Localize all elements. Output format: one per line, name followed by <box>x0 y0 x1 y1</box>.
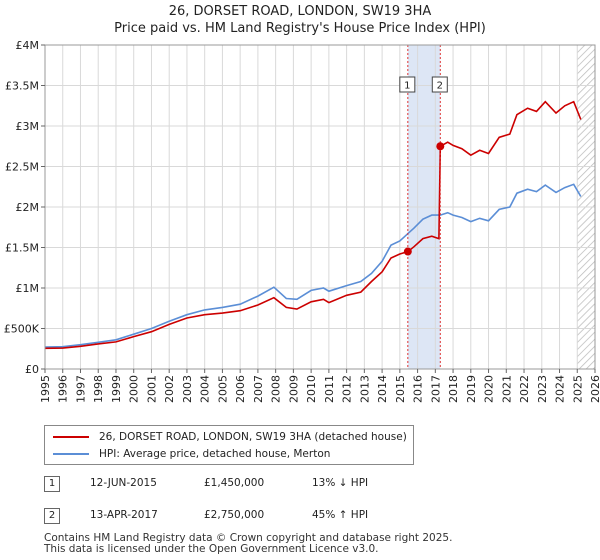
price-chart: 1 2 £0 £500K £1M £1.5M £2M £2.5M £3M £3.5M £4M 199… <box>0 0 600 420</box>
x-tick-label: 2000 <box>128 375 141 403</box>
y-tick-label: £3M <box>16 120 40 133</box>
legend-swatch-hpi <box>53 453 89 455</box>
transaction-hpi: 45% ↑ HPI <box>312 509 368 521</box>
x-tick-label: 2026 <box>589 375 600 403</box>
x-tick-label: 2014 <box>376 375 389 403</box>
sale-point <box>404 248 412 256</box>
transaction-badge: 2 <box>44 508 60 524</box>
x-tick-label: 2016 <box>412 375 425 403</box>
x-tick-label: 2023 <box>536 375 549 403</box>
legend-label-property: 26, DORSET ROAD, LONDON, SW19 3HA (detac… <box>99 431 407 443</box>
x-tick-label: 1995 <box>39 375 52 403</box>
x-tick-label: 2005 <box>216 375 229 403</box>
x-tick-label: 1999 <box>110 375 123 403</box>
series-line-property <box>45 102 581 349</box>
x-tick-label: 1996 <box>57 375 70 403</box>
legend-label-hpi: HPI: Average price, detached house, Mert… <box>99 448 330 460</box>
y-tick-label: £4M <box>16 39 40 52</box>
x-tick-label: 2002 <box>163 375 176 403</box>
x-tick-label: 2009 <box>287 375 300 403</box>
x-tick-label: 2017 <box>429 375 442 403</box>
series-line-hpi <box>45 184 581 347</box>
transaction-price: £1,450,000 <box>204 477 264 489</box>
transaction-date: 12-JUN-2015 <box>90 477 157 489</box>
transaction-row: 2 13-APR-2017 £2,750,000 45% ↑ HPI <box>44 508 444 526</box>
x-tick-label: 2018 <box>447 375 460 403</box>
x-tick-label: 2015 <box>394 375 407 403</box>
legend-item-property: 26, DORSET ROAD, LONDON, SW19 3HA (detac… <box>53 430 407 444</box>
footer-licence: This data is licensed under the Open Gov… <box>44 543 379 555</box>
x-tick-label: 2020 <box>483 375 496 403</box>
x-tick-label: 2008 <box>270 375 283 403</box>
transaction-price: £2,750,000 <box>204 509 264 521</box>
x-tick-label: 2007 <box>252 375 265 403</box>
chart-figure: 26, DORSET ROAD, LONDON, SW19 3HA Price … <box>0 0 600 560</box>
y-tick-label: £500K <box>4 323 40 336</box>
legend-item-hpi: HPI: Average price, detached house, Mert… <box>53 447 330 461</box>
x-tick-label: 1998 <box>92 375 105 403</box>
sale-label: 2 <box>437 81 443 92</box>
x-tick-label: 2010 <box>305 375 318 403</box>
legend: 26, DORSET ROAD, LONDON, SW19 3HA (detac… <box>44 425 414 465</box>
y-tick-label: £1M <box>16 282 40 295</box>
y-tick-label: £2M <box>16 201 40 214</box>
transaction-date: 13-APR-2017 <box>90 509 158 521</box>
y-tick-label: £0 <box>25 363 39 376</box>
y-tick-label: £3.5M <box>5 80 39 93</box>
x-tick-label: 2021 <box>500 375 513 403</box>
x-tick-label: 1997 <box>74 375 87 403</box>
x-tick-label: 2011 <box>323 375 336 403</box>
x-tick-label: 2003 <box>181 375 194 403</box>
legend-swatch-property <box>53 436 89 438</box>
sale-label: 1 <box>404 81 410 92</box>
y-tick-label: £1.5M <box>5 242 39 255</box>
x-tick-label: 2006 <box>234 375 247 403</box>
transaction-badge: 1 <box>44 476 60 492</box>
x-tick-label: 2004 <box>199 375 212 403</box>
x-tick-label: 2025 <box>571 375 584 403</box>
x-tick-label: 2019 <box>465 375 478 403</box>
transaction-row: 1 12-JUN-2015 £1,450,000 13% ↓ HPI <box>44 476 444 494</box>
transaction-hpi: 13% ↓ HPI <box>312 477 368 489</box>
x-tick-label: 2001 <box>145 375 158 403</box>
x-tick-label: 2022 <box>518 375 531 403</box>
x-tick-label: 2024 <box>554 375 567 403</box>
x-tick-label: 2012 <box>341 375 354 403</box>
y-tick-label: £2.5M <box>5 161 39 174</box>
x-tick-label: 2013 <box>358 375 371 403</box>
sale-point <box>436 142 444 150</box>
